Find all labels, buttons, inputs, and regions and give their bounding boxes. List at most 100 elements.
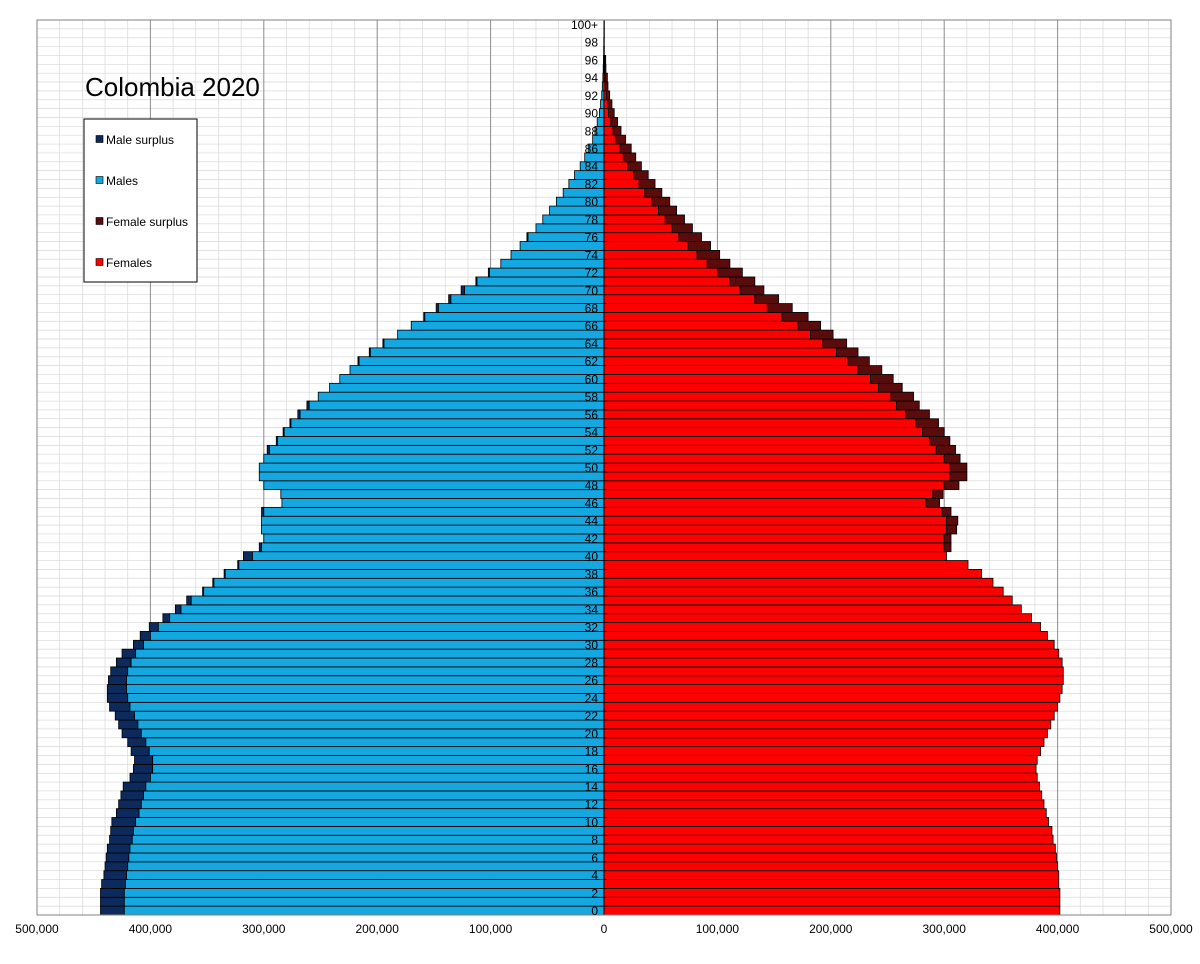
- male-bar: [263, 533, 605, 544]
- age-tick-label: 92: [585, 89, 599, 103]
- male-bar: [137, 719, 605, 730]
- legend-swatch: [95, 258, 104, 266]
- age-tick-label: 78: [585, 213, 599, 227]
- male-bar: [283, 427, 605, 437]
- female-surplus-bar: [678, 232, 702, 242]
- female-bar: [603, 817, 1049, 827]
- female-surplus-bar: [949, 471, 968, 482]
- female-bar: [603, 737, 1045, 748]
- male-bar: [126, 684, 605, 694]
- female-surplus-bar: [766, 303, 793, 313]
- legend-swatch: [95, 217, 104, 225]
- female-bar: [603, 117, 612, 127]
- female-bar: [603, 763, 1037, 774]
- male-bar: [263, 480, 605, 491]
- female-surplus-bar: [754, 294, 780, 304]
- female-surplus-bar: [943, 453, 961, 464]
- age-tick-label: 32: [585, 621, 599, 635]
- female-surplus-bar: [922, 427, 945, 437]
- male-surplus-bar: [139, 631, 151, 641]
- male-surplus-bar: [129, 772, 151, 783]
- female-surplus-bar: [604, 72, 608, 83]
- chart-title: Colombia 2020: [85, 72, 260, 102]
- male-surplus-bar: [132, 763, 154, 774]
- female-bar: [603, 152, 624, 163]
- female-surplus-bar: [878, 382, 903, 393]
- female-bar: [603, 249, 698, 260]
- male-bar: [299, 409, 605, 420]
- male-bar: [127, 861, 605, 872]
- x-tick-label: 200,000: [809, 922, 853, 936]
- female-surplus-bar: [604, 55, 607, 65]
- age-tick-labels: 0246810121416182022242628303234363840424…: [571, 18, 598, 918]
- age-tick-label: 46: [585, 496, 599, 510]
- male-bar: [281, 498, 605, 508]
- female-bar: [603, 755, 1038, 765]
- female-bar: [603, 808, 1047, 818]
- female-bar: [603, 781, 1040, 792]
- female-surplus-bar: [644, 187, 663, 198]
- female-bar: [603, 719, 1052, 730]
- male-bar: [369, 347, 605, 358]
- legend-box: [83, 118, 198, 283]
- male-bar: [123, 888, 605, 898]
- male-bar: [329, 382, 605, 393]
- legend-label: Male surplus: [106, 133, 174, 147]
- age-tick-label: 38: [585, 567, 599, 581]
- male-surplus-bar: [174, 604, 182, 615]
- male-bar: [263, 453, 605, 464]
- male-bar: [128, 852, 605, 863]
- female-bar: [603, 586, 1004, 597]
- male-bar: [261, 524, 605, 535]
- female-bar: [603, 391, 892, 402]
- female-bar: [603, 143, 621, 154]
- male-bar: [135, 648, 605, 659]
- female-surplus-bar: [605, 90, 611, 101]
- age-tick-label: 48: [585, 479, 599, 493]
- age-tick-label: 10: [585, 815, 599, 829]
- legend: Male surplus Males Female surplus Females: [83, 118, 198, 283]
- female-surplus-bar: [605, 81, 609, 92]
- male-surplus-bar: [121, 648, 137, 659]
- female-bar: [603, 701, 1059, 712]
- male-bar: [213, 577, 605, 588]
- legend-label: Female surplus: [106, 215, 188, 229]
- female-bar: [603, 675, 1064, 686]
- male-bar: [203, 586, 605, 597]
- female-bar: [603, 267, 718, 278]
- female-bar: [603, 444, 937, 455]
- age-tick-label: 66: [585, 319, 599, 333]
- age-tick-label: 62: [585, 355, 599, 369]
- male-surplus-bar: [162, 613, 171, 623]
- male-bar: [180, 604, 605, 615]
- female-bar: [603, 790, 1043, 801]
- female-surplus-bar: [612, 125, 622, 136]
- female-surplus-bar: [619, 143, 632, 154]
- male-bar: [464, 285, 605, 296]
- male-surplus-bar: [132, 639, 144, 650]
- male-surplus-bar: [118, 799, 142, 810]
- male-bar: [438, 303, 605, 313]
- female-surplus-bar: [932, 489, 944, 499]
- male-bar: [410, 320, 605, 331]
- male-bar: [238, 560, 605, 570]
- x-tick-label: 400,000: [1036, 922, 1080, 936]
- female-surplus-bar: [622, 152, 637, 163]
- female-surplus-bar: [627, 161, 642, 172]
- male-bar: [149, 631, 605, 641]
- male-surplus-bar: [103, 870, 127, 880]
- female-bar: [603, 347, 837, 358]
- male-surplus-bar: [101, 879, 126, 889]
- age-tick-label: 74: [585, 248, 599, 262]
- male-bar: [277, 436, 605, 446]
- age-tick-label: 80: [585, 195, 599, 209]
- female-bar: [603, 99, 608, 110]
- female-bar: [603, 622, 1041, 632]
- female-surplus-bar: [671, 223, 693, 234]
- age-tick-label: 86: [585, 142, 599, 156]
- female-surplus-bar: [664, 214, 685, 225]
- male-bar: [169, 613, 605, 623]
- female-surplus-bar: [925, 498, 941, 508]
- age-tick-label: 84: [585, 160, 599, 174]
- legend-swatch: [95, 135, 104, 143]
